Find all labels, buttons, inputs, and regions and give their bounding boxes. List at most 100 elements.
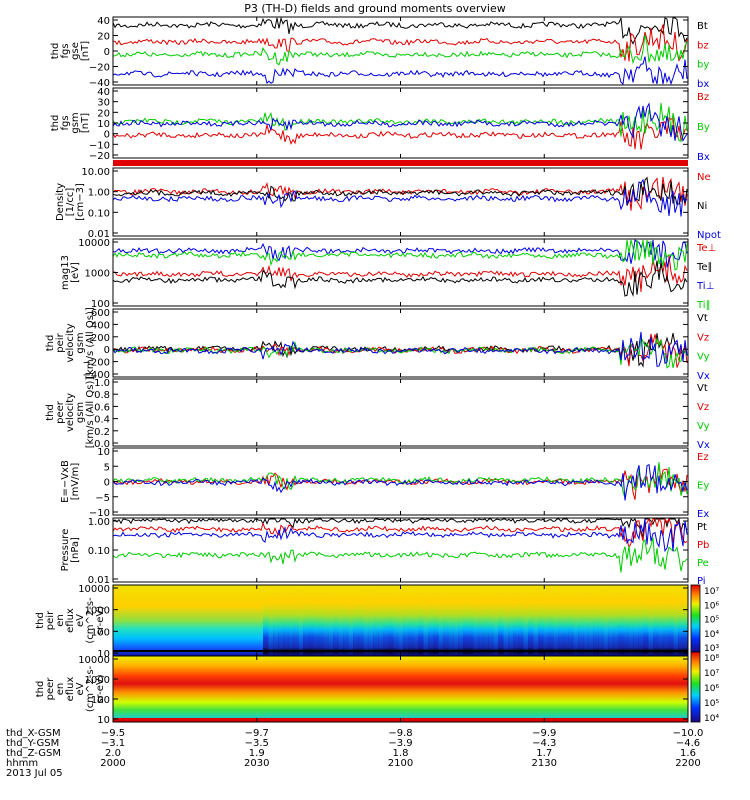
panel-4: Te⊥ Te∥ Ti⊥ Ti∥ 10000 1000 100 mag13 [eV] [60, 238, 716, 311]
spectrogram-column [128, 656, 134, 722]
attitude-bar [113, 160, 688, 166]
spectrogram-column [508, 656, 514, 722]
spectrogram-column [583, 656, 589, 722]
y-tick-label: 40 [97, 87, 110, 98]
spectrogram-column [118, 656, 124, 722]
x-axis-value: −9.7 [245, 728, 269, 739]
spectrogram-column [333, 585, 339, 656]
spectrogram-column [393, 585, 399, 656]
spectrogram-column [613, 585, 619, 656]
colorbar-tick-label: 10⁶ [704, 684, 719, 694]
x-axis-value: −3.9 [388, 738, 412, 749]
legend-label: Te∥ [696, 262, 713, 273]
spectrogram-column [483, 656, 489, 722]
legend-label: Pi [697, 576, 706, 587]
spectrogram-column [563, 656, 569, 722]
spectrogram-column [568, 656, 574, 722]
y-tick-label: 10 [97, 447, 110, 458]
y-tick-label: 0.4 [94, 415, 110, 426]
x-axis-value: −3.5 [245, 738, 269, 749]
spectrogram-column [623, 656, 629, 722]
spectrogram-column [323, 585, 329, 656]
panel-frame [112, 378, 689, 447]
spectrogram-column [523, 656, 529, 722]
panel-8: Pt Pb Pe Pi 1.00 0.10 0.01 Pressure [nPa] [60, 517, 709, 587]
y-label-line: thd [50, 115, 61, 132]
spectrogram-column [343, 656, 349, 722]
spectrogram-column [553, 585, 559, 656]
legend-label: Ey [697, 481, 709, 492]
y-tick-label: 10 [97, 649, 110, 660]
spectrogram-column [543, 656, 549, 722]
legend-label: Bx [697, 152, 710, 163]
series-line-Vy [112, 336, 688, 369]
spectrogram-column [368, 585, 374, 656]
spectrogram-column [533, 656, 539, 722]
legend-label: Ni [697, 201, 707, 212]
y-label-line: peir [55, 332, 66, 352]
y-label-line: peer [45, 677, 56, 701]
spectrogram-column [603, 585, 609, 656]
y-tick-label: 100 [91, 627, 110, 638]
y-label-line: en [55, 614, 66, 627]
spectrogram-column [448, 656, 454, 722]
y-label-line: mag13 [60, 255, 71, 290]
y-label-line: eflux [65, 608, 76, 633]
x-axis-value: 1.9 [249, 748, 265, 759]
spectrogram-column [268, 585, 274, 656]
y-axis-label: thd fgs gse [nT] [50, 41, 91, 61]
spectrogram-column [313, 585, 319, 656]
series-line-bz [112, 24, 688, 62]
y-label-line: [km/s (All Qs)] [85, 377, 96, 449]
x-axis-value: −9.9 [532, 728, 556, 739]
legend-label: Bt [697, 21, 708, 32]
y-label-line: [nT] [80, 41, 91, 61]
spectrogram-column [498, 656, 504, 722]
spectrogram-column [138, 656, 144, 722]
legend-label: Ex [697, 509, 709, 520]
spectrogram-column [198, 656, 204, 722]
legend-label: Vy [697, 421, 710, 432]
spectrogram-column [403, 656, 409, 722]
spectrogram-column [278, 656, 284, 722]
panel-9: 10⁷ 10⁶ 10⁵ 10⁴ 10³ 10000 1000 100 10 thd peir en ef… [35, 584, 719, 660]
series-line-Pi [112, 518, 688, 553]
y-axis-label: Density [1/cc] [cm−3] [55, 183, 86, 221]
legend-label: Pb [697, 540, 709, 551]
legend-label: Ne [697, 172, 711, 183]
spectrogram-column [373, 585, 379, 656]
y-tick-label: 10.00 [81, 167, 110, 178]
spectrogram-column [273, 656, 279, 722]
y-axis-label: thd peer en eflux eV (cm^2-s-sr-eV) [35, 665, 106, 712]
y-axis-label: Pressure [nPa] [60, 529, 81, 572]
panel-1: Bt bz by bx 40 20 0 −20 −40 thd fgs gse [nT] [50, 16, 709, 90]
y-tick-label: 0.10 [88, 546, 110, 557]
y-label-line: thd [45, 404, 56, 421]
spectrogram-column [488, 585, 494, 656]
y-tick-label: 10000 [78, 584, 110, 595]
legend-label: Vt [697, 383, 708, 394]
y-label-line: [eV] [70, 262, 81, 283]
colorbar-tick-label: 10⁷ [704, 587, 719, 597]
spectrogram-column [518, 656, 524, 722]
spectrogram-column [158, 656, 164, 722]
y-tick-label: −10 [89, 140, 110, 151]
legend-label: Vx [697, 440, 710, 451]
x-axis-value: −9.8 [388, 728, 412, 739]
y-tick-label: 5 [104, 462, 110, 473]
spectrogram-column [178, 656, 184, 722]
y-axis-label: thd peir en eflux eV (cm^2-s-sr-eV) [35, 597, 106, 644]
spectrogram-column [338, 656, 344, 722]
spectrogram-column [433, 585, 439, 656]
spectrogram-column [428, 585, 434, 656]
legend-label: Ti∥ [696, 300, 711, 311]
y-tick-label: 20 [97, 108, 110, 119]
legend-label: Vt [697, 313, 708, 324]
y-tick-label: 1.0 [94, 378, 110, 389]
y-label-line: peer [55, 400, 66, 424]
legend-label: Bz [697, 92, 709, 103]
y-tick-label: −5 [95, 493, 110, 504]
y-tick-label: −400 [83, 370, 110, 381]
